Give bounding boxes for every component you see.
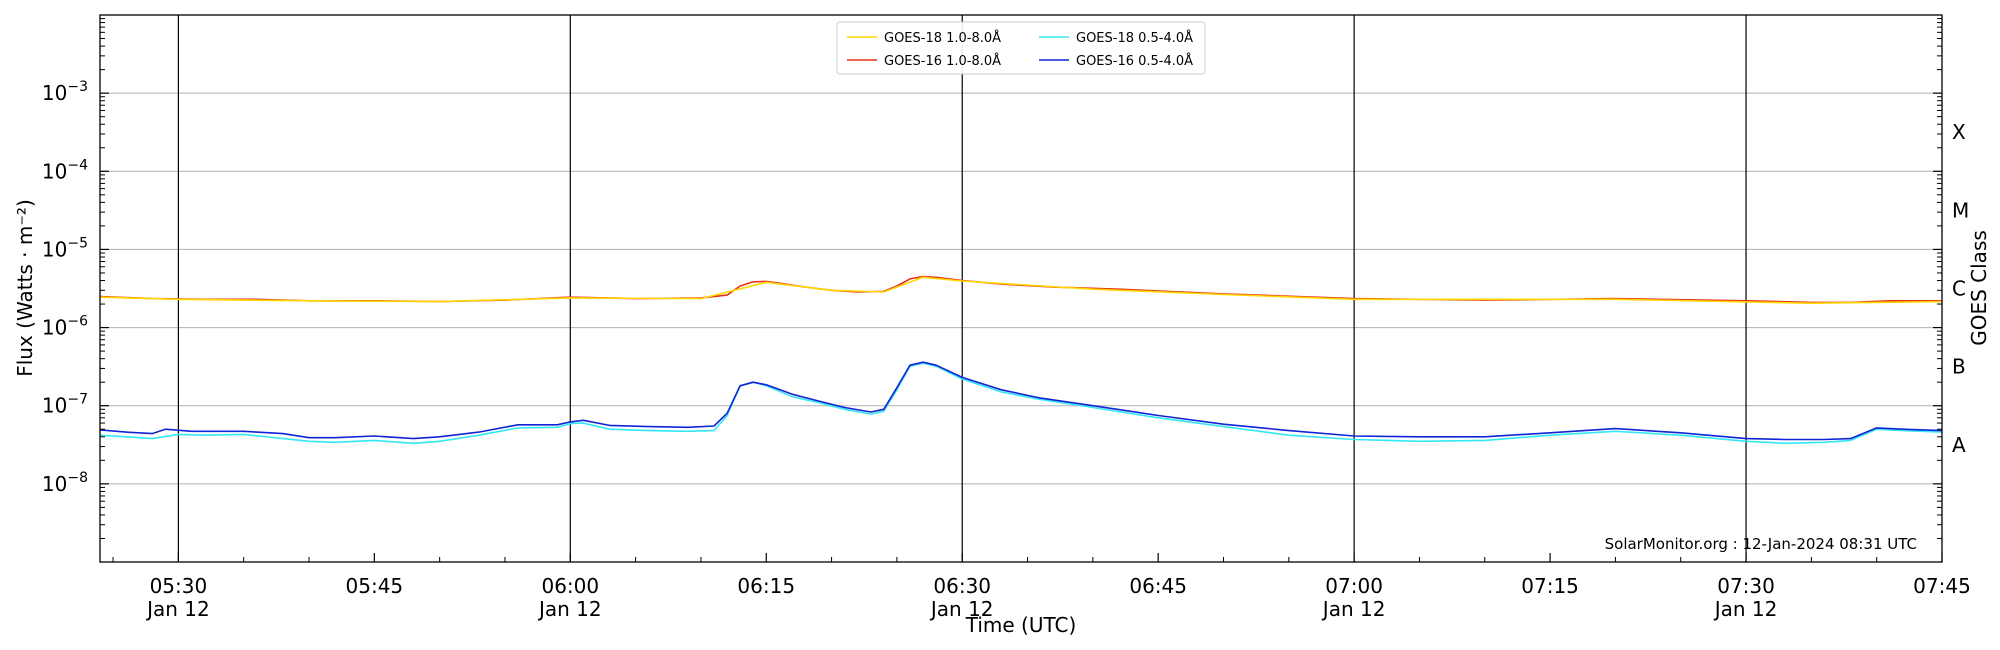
- x-tick-date-label: Jan 12: [537, 597, 602, 621]
- grid-layer: [100, 92, 1942, 485]
- legend-label: GOES-16 0.5-4.0Å: [1076, 53, 1193, 69]
- goes-class-label: M: [1952, 198, 1969, 222]
- goes-class-label: B: [1952, 355, 1966, 379]
- x-tick-label: 06:15: [737, 574, 795, 598]
- y-axis-title: Flux (Watts · m⁻²): [13, 199, 37, 377]
- x-tick-label: 07:15: [1521, 574, 1579, 598]
- series-line: [99, 362, 1943, 445]
- series-layer: [99, 275, 1943, 445]
- ticks-layer: [100, 18, 1943, 562]
- series-line: [99, 361, 1943, 441]
- goes-class-label: A: [1952, 433, 1966, 457]
- y-tick-label: 10−5: [42, 235, 88, 261]
- legend: GOES-18 1.0-8.0Å GOES-16 1.0-8.0Å GOES-18 …: [836, 21, 1206, 75]
- x-axis-title: Time (UTC): [965, 613, 1077, 637]
- goes-class-label: X: [1952, 120, 1966, 144]
- x-tick-label: 06:30: [933, 574, 991, 598]
- x-tick-label: 07:00: [1325, 574, 1383, 598]
- vertical-lines-layer: [177, 15, 1747, 562]
- legend-box: [836, 21, 1206, 75]
- goes-class-labels: A B C M X: [1952, 120, 1969, 457]
- x-tick-label: 07:45: [1913, 574, 1971, 598]
- x-tick-label: 05:30: [150, 574, 208, 598]
- x-tick-label: 06:45: [1129, 574, 1187, 598]
- y-tick-label: 10−3: [42, 79, 88, 105]
- x-tick-date-label: Jan 12: [1321, 597, 1386, 621]
- legend-label: GOES-16 1.0-8.0Å: [884, 53, 1001, 69]
- x-tick-label: 06:00: [541, 574, 599, 598]
- goes-class-axis-title: GOES Class: [1967, 230, 1991, 346]
- x-tick-date-label: Jan 12: [1713, 597, 1778, 621]
- credit-text: SolarMonitor.org : 12-Jan-2024 08:31 UTC: [1605, 535, 1917, 553]
- y-tick-label: 10−6: [42, 314, 88, 340]
- x-tick-date-label: Jan 12: [929, 597, 994, 621]
- series-line: [99, 276, 1943, 304]
- plot-frame: [99, 14, 1943, 563]
- legend-label: GOES-18 0.5-4.0Å: [1076, 30, 1193, 46]
- legend-label: GOES-18 1.0-8.0Å: [884, 30, 1001, 46]
- x-tick-label: 07:30: [1717, 574, 1775, 598]
- goes-class-label: C: [1952, 277, 1966, 301]
- y-tick-label: 10−4: [42, 157, 88, 183]
- y-tick-label: 10−7: [42, 392, 88, 418]
- y-tick-labels: 10−8 10−7 10−6 10−5 10−4 10−3: [42, 79, 88, 496]
- x-tick-date-label: Jan 12: [145, 597, 210, 621]
- y-tick-label: 10−8: [42, 470, 88, 496]
- x-tick-label: 05:45: [346, 574, 404, 598]
